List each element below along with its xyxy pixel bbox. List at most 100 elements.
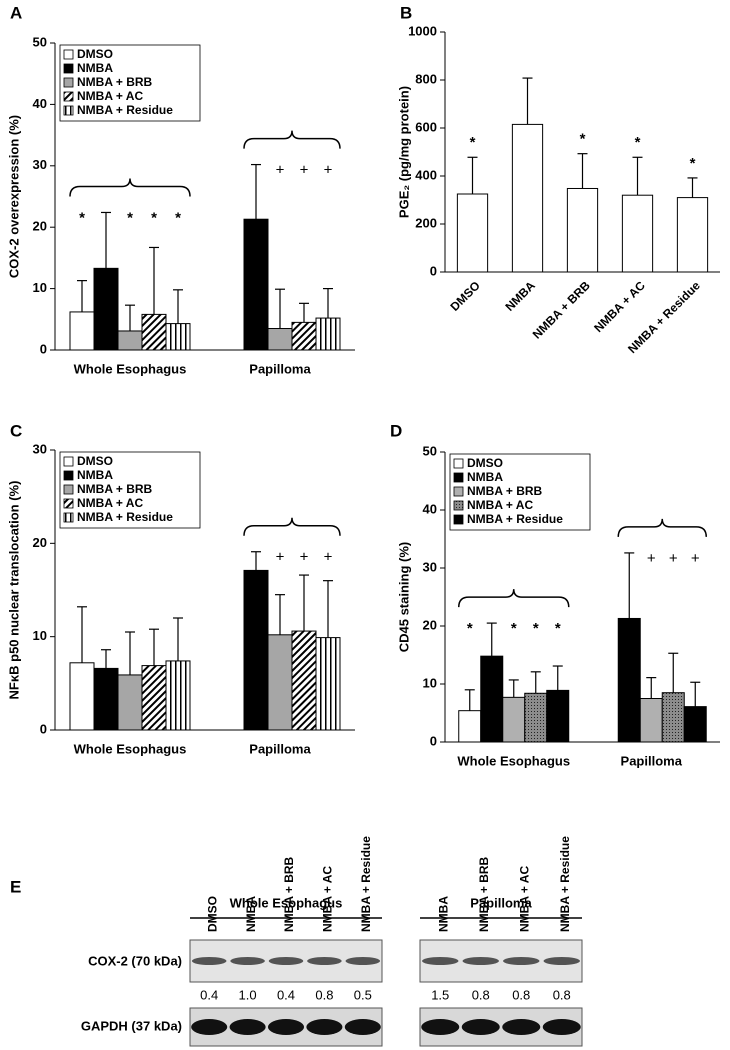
blot-band (542, 1019, 581, 1035)
y-axis-label: NFκB p50 nuclear translocation (%) (6, 481, 21, 700)
y-tick-label: 10 (33, 280, 47, 295)
bar (524, 692, 548, 743)
x-tick-label: Papilloma (249, 361, 311, 376)
significance-mark: * (635, 134, 641, 151)
y-tick-label: 40 (33, 96, 47, 111)
legend-swatch (63, 77, 74, 88)
bar (69, 311, 95, 351)
legend-label: NMBA (77, 61, 113, 75)
band-ratio: 0.5 (354, 987, 372, 1002)
significance-mark: * (127, 209, 133, 226)
lane-label: NMBA + BRB (477, 856, 491, 932)
legend-label: NMBA + Residue (77, 103, 173, 117)
blot-band (191, 1019, 228, 1035)
significance-bracket (458, 589, 570, 608)
legend-swatch (63, 49, 74, 60)
lane-label: NMBA + Residue (558, 836, 572, 932)
significance-mark: + (647, 550, 656, 567)
y-tick-label: 50 (33, 34, 47, 49)
band-ratio: 1.0 (239, 987, 257, 1002)
significance-bracket (243, 130, 341, 149)
blot-band (344, 1019, 381, 1035)
bar (315, 637, 341, 731)
y-tick-label: 10 (423, 675, 437, 690)
blot-band (229, 1019, 266, 1035)
legend-box (59, 451, 201, 529)
blot-band (307, 957, 342, 965)
significance-mark: * (690, 155, 696, 172)
x-tick-label: NMBA + AC (591, 278, 648, 335)
legend-label: NMBA (77, 468, 113, 482)
y-tick-label: 10 (33, 628, 47, 643)
bar (165, 660, 191, 731)
significance-mark: * (175, 209, 181, 226)
row-label: COX-2 (70 kDa) (88, 953, 182, 968)
y-tick-label: 40 (423, 501, 437, 516)
bar (267, 634, 293, 731)
legend-swatch (63, 498, 74, 509)
legend-swatch (63, 105, 74, 116)
legend-swatch (63, 512, 74, 523)
legend-swatch (63, 484, 74, 495)
panel-label: B (400, 3, 412, 22)
lane-label: DMSO (205, 896, 219, 932)
bar (502, 696, 526, 743)
bar (165, 323, 191, 351)
significance-bracket (243, 517, 341, 536)
y-tick-label: 20 (33, 219, 47, 234)
blot-band (230, 957, 265, 965)
y-tick-label: 0 (430, 733, 437, 748)
blot-band (306, 1019, 343, 1035)
legend-swatch (453, 500, 464, 511)
significance-mark: + (669, 550, 678, 567)
y-tick-label: 600 (415, 119, 437, 134)
bar (93, 667, 119, 731)
bar (291, 321, 317, 351)
legend-swatch (453, 472, 464, 483)
y-axis-label: COX-2 overexpression (%) (6, 115, 21, 278)
significance-mark: * (467, 620, 473, 637)
significance-mark: * (555, 620, 561, 637)
bar (93, 267, 119, 351)
significance-mark: * (580, 131, 586, 148)
y-axis-label: PGE₂ (pg/mg protein) (396, 86, 411, 218)
significance-mark: + (276, 549, 285, 566)
y-tick-label: 400 (415, 167, 437, 182)
y-tick-label: 30 (423, 559, 437, 574)
lane-label: NMBA + AC (517, 866, 531, 932)
legend-label: DMSO (467, 456, 503, 470)
bar (661, 692, 685, 743)
y-tick-label: 20 (423, 617, 437, 632)
significance-mark: + (691, 550, 700, 567)
x-tick-label: Papilloma (621, 753, 683, 768)
bar (141, 313, 167, 351)
legend-label: NMBA + BRB (467, 484, 543, 498)
band-ratio: 0.8 (512, 987, 530, 1002)
band-ratio: 1.5 (431, 987, 449, 1002)
legend-swatch (453, 486, 464, 497)
panel-label: E (10, 877, 21, 896)
group-title: Papilloma (470, 895, 532, 910)
blot-band (421, 1019, 460, 1035)
legend-label: NMBA (467, 470, 503, 484)
band-ratio: 0.4 (200, 987, 218, 1002)
significance-mark: * (533, 620, 539, 637)
legend-swatch (63, 456, 74, 467)
significance-mark: + (324, 162, 333, 179)
y-tick-label: 30 (33, 157, 47, 172)
y-tick-label: 30 (33, 441, 47, 456)
lane-label: NMBA + AC (321, 866, 335, 932)
x-tick-label: NMBA (503, 278, 539, 314)
legend-swatch (63, 63, 74, 74)
bar (243, 569, 269, 731)
significance-mark: + (324, 549, 333, 566)
blot-band (345, 957, 381, 965)
bar (639, 698, 663, 743)
significance-mark: * (470, 134, 476, 151)
significance-mark: * (511, 620, 517, 637)
blot-band (461, 1019, 500, 1035)
significance-bracket (617, 518, 707, 537)
x-tick-label: Whole Esophagus (74, 741, 187, 756)
